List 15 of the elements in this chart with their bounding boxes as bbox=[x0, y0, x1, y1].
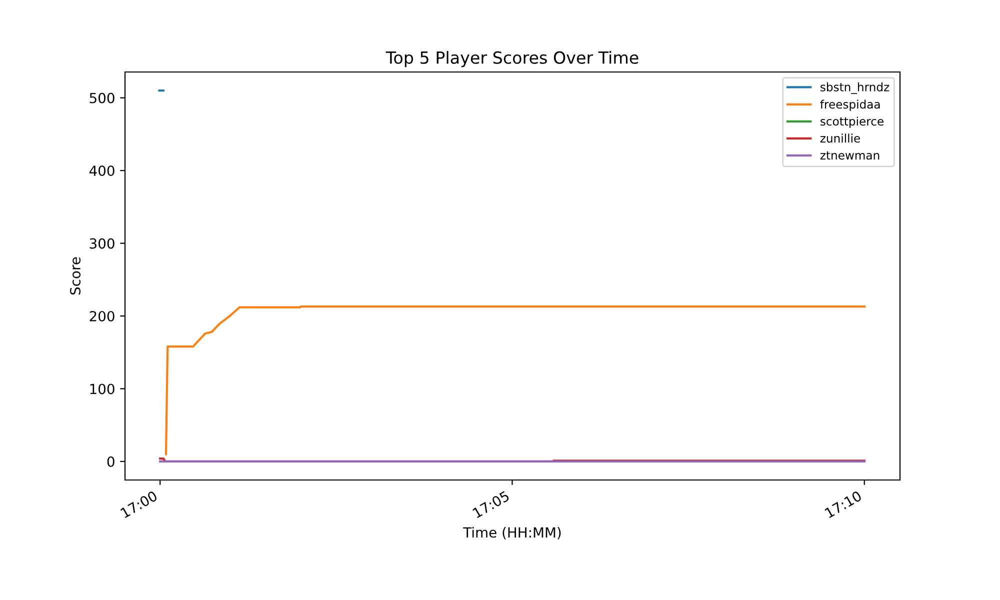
y-tick-label: 200 bbox=[90, 310, 114, 322]
legend-label: zunillie bbox=[820, 134, 860, 143]
y-tick-label: 0 bbox=[107, 456, 114, 467]
legend-label: scottpierce bbox=[820, 116, 884, 128]
legend-label: freespidaa bbox=[820, 100, 880, 111]
y-axis-title: Score bbox=[70, 257, 81, 295]
y-tick-label: 300 bbox=[90, 238, 114, 249]
legend-label: ztnewman bbox=[820, 151, 880, 160]
legend-label: sbstn_hrndz bbox=[820, 82, 890, 94]
x-axis-title: Time (HH:MM) bbox=[463, 526, 561, 540]
chart-title: Top 5 Player Scores Over Time bbox=[386, 51, 638, 68]
y-tick-label: 400 bbox=[89, 166, 114, 176]
line-series bbox=[164, 306, 866, 456]
y-tick-label: 500 bbox=[90, 92, 114, 104]
y-tick-label: 100 bbox=[90, 384, 114, 394]
